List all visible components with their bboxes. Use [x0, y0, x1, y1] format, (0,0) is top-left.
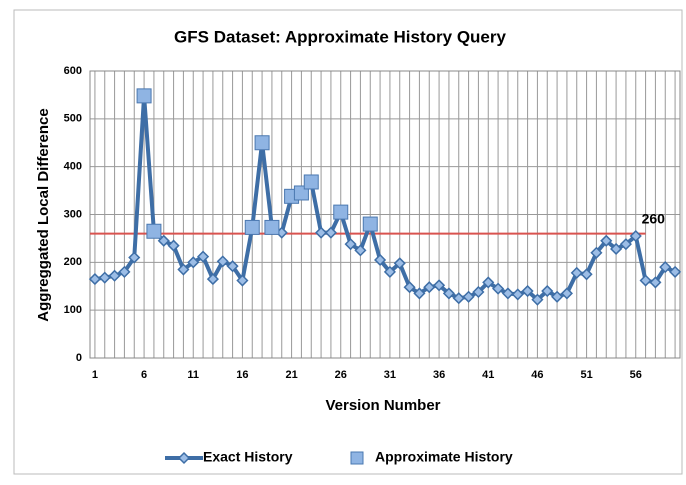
x-tick-label: 51	[580, 369, 592, 381]
diamond-marker	[452, 292, 465, 305]
square-marker	[146, 223, 162, 239]
x-tick-label: 31	[384, 369, 396, 381]
diamond-marker	[315, 226, 328, 239]
diamond-marker	[501, 287, 514, 300]
square-marker	[303, 174, 319, 190]
reference-label: 260	[642, 210, 666, 226]
diamond-marker	[216, 255, 229, 268]
diamond-marker	[580, 268, 593, 281]
diamond-marker	[482, 276, 495, 289]
diamond-marker	[393, 257, 406, 270]
diamond-marker	[462, 290, 475, 303]
square-marker	[244, 219, 260, 235]
diamond-marker	[639, 274, 652, 287]
x-tick-label: 1	[92, 369, 98, 381]
diamond-marker	[197, 250, 210, 263]
diamond-marker	[187, 256, 200, 269]
diamond-marker	[600, 234, 613, 247]
diamond-marker	[659, 261, 672, 274]
diamond-marker	[157, 234, 170, 247]
square-marker	[136, 88, 152, 104]
chart-title: GFS Dataset: Approximate History Query	[174, 27, 506, 46]
diamond-marker	[383, 265, 396, 278]
diamond-marker	[511, 288, 524, 301]
diamond-marker	[226, 260, 239, 273]
diamond-marker	[423, 281, 436, 294]
diamond-marker	[413, 287, 426, 300]
diamond-marker	[128, 251, 141, 264]
diamond-marker	[236, 274, 249, 287]
diamond-marker	[118, 265, 131, 278]
x-tick-label: 6	[141, 369, 147, 381]
y-tick-label: 200	[64, 256, 82, 268]
y-axis-label: Aggreggated Local Difference	[35, 108, 52, 321]
diamond-marker	[374, 253, 387, 267]
diamond-marker	[472, 285, 485, 299]
y-tick-label: 600	[64, 65, 82, 77]
y-tick-label: 100	[64, 304, 82, 316]
diamond-marker	[354, 244, 367, 257]
x-tick-label: 36	[433, 369, 445, 381]
diamond-marker	[344, 238, 357, 251]
diamond-marker	[433, 279, 446, 292]
diamond-marker	[492, 282, 505, 295]
x-tick-label: 16	[236, 369, 248, 381]
x-tick-label: 56	[630, 369, 642, 381]
diamond-marker	[629, 229, 642, 243]
diamond-marker	[177, 263, 190, 276]
x-tick-label: 41	[482, 369, 494, 381]
plot-border	[89, 70, 681, 359]
y-tick-label: 0	[76, 352, 82, 364]
square-marker	[254, 135, 270, 151]
diamond-marker	[590, 246, 603, 259]
diamond-marker	[560, 287, 573, 300]
square-marker	[293, 185, 309, 201]
square-marker	[362, 216, 378, 232]
x-axis-label: Version Number	[325, 397, 440, 414]
square-marker	[264, 219, 280, 235]
diamond-marker	[177, 451, 191, 465]
x-tick-label: 26	[335, 369, 347, 381]
diamond-marker	[442, 287, 455, 300]
x-tick-label: 11	[187, 369, 199, 381]
y-tick-label: 500	[64, 113, 82, 125]
diamond-marker	[649, 276, 662, 289]
x-tick-label: 46	[531, 369, 543, 381]
diamond-marker	[206, 273, 219, 286]
diamond-marker	[521, 284, 534, 298]
diamond-marker	[669, 265, 682, 278]
diamond-marker	[403, 281, 416, 294]
legend-label: Exact History	[203, 449, 293, 465]
legend-label: Approximate History	[375, 449, 513, 465]
diamond-marker	[610, 242, 623, 256]
diamond-marker	[541, 284, 554, 298]
diamond-marker	[98, 271, 111, 284]
diamond-marker	[619, 238, 632, 251]
diamond-marker	[570, 266, 583, 279]
y-tick-label: 300	[64, 208, 82, 220]
diamond-marker	[324, 226, 337, 239]
diamond-marker	[108, 269, 121, 282]
diamond-marker	[88, 273, 101, 286]
y-tick-label: 400	[64, 161, 82, 173]
diamond-marker	[167, 239, 180, 252]
diamond-marker	[531, 293, 544, 306]
square-marker	[333, 204, 349, 220]
diamond-marker	[551, 290, 564, 303]
x-tick-label: 21	[285, 369, 297, 381]
square-marker	[350, 451, 364, 465]
